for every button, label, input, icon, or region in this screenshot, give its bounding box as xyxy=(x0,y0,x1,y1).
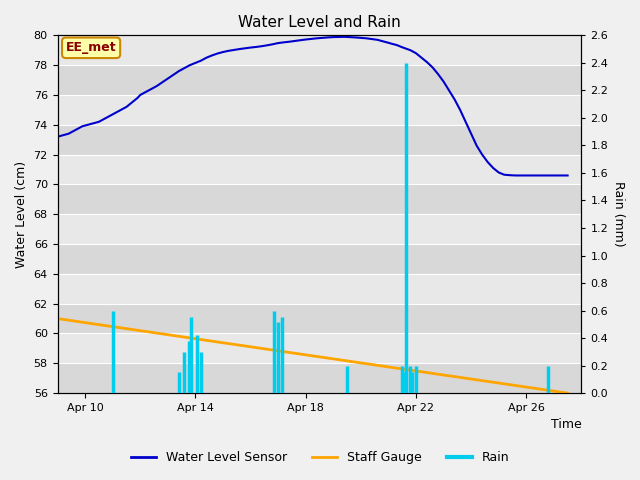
Bar xyxy=(58,304,581,334)
Legend: Water Level Sensor, Staff Gauge, Rain: Water Level Sensor, Staff Gauge, Rain xyxy=(125,446,515,469)
Bar xyxy=(58,36,581,65)
Title: Water Level and Rain: Water Level and Rain xyxy=(238,15,401,30)
Bar xyxy=(58,214,581,244)
Y-axis label: Rain (mm): Rain (mm) xyxy=(612,181,625,247)
Text: EE_met: EE_met xyxy=(66,41,116,54)
Y-axis label: Water Level (cm): Water Level (cm) xyxy=(15,161,28,268)
Bar xyxy=(58,95,581,125)
Bar xyxy=(58,363,581,393)
X-axis label: Time: Time xyxy=(550,419,581,432)
Bar xyxy=(58,334,581,363)
Bar xyxy=(58,125,581,155)
Bar xyxy=(58,184,581,214)
Bar xyxy=(58,155,581,184)
Bar xyxy=(58,274,581,304)
Bar xyxy=(58,244,581,274)
Bar xyxy=(58,65,581,95)
